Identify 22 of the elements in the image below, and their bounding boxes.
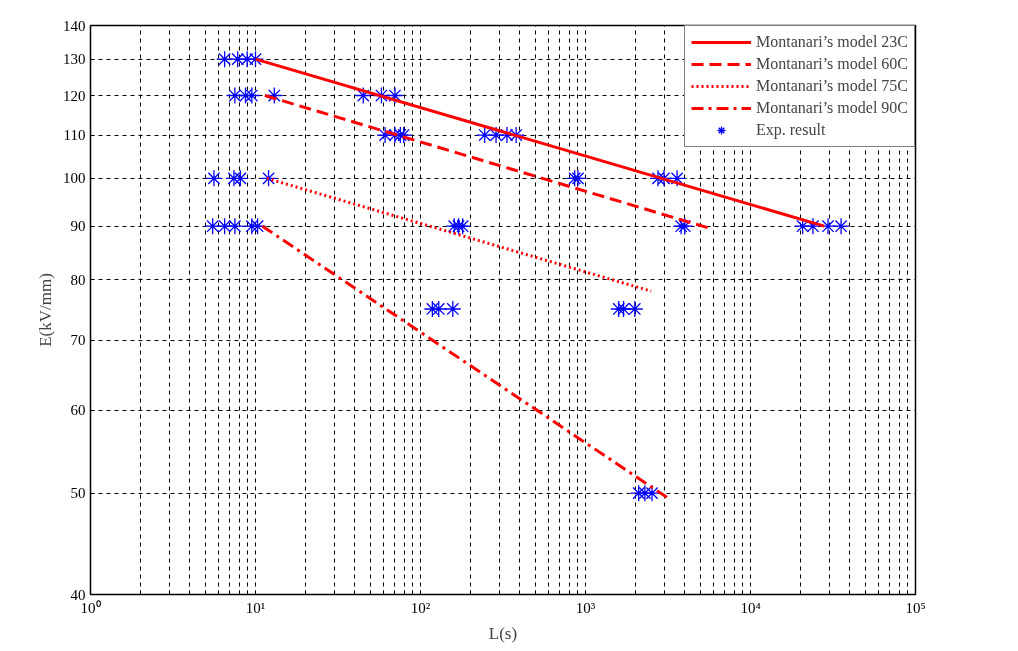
y-tick-label: 140 [63, 17, 86, 34]
y-tick-label: 130 [63, 51, 86, 68]
legend-label: Montanari’s model 23C [756, 33, 908, 51]
x-tick-label: 10² [410, 599, 431, 616]
x-tick-label: 10¹ [245, 599, 266, 616]
y-axis-title: E(kV/mm) [36, 273, 55, 347]
y-tick-label: 70 [70, 332, 86, 349]
legend-label: Exp. result [756, 121, 826, 139]
y-tick-label: 50 [70, 485, 86, 502]
x-tick-label: 10⁴ [740, 599, 761, 616]
legend-label: Montanari’s model 60C [756, 55, 908, 73]
x-tick-label: 10³ [575, 599, 596, 616]
y-tick-label: 120 [63, 87, 86, 104]
legend-label: Montanari’s model 90C [756, 99, 908, 117]
legend-label: Montanari’s model 75C [756, 77, 908, 95]
y-tick-label: 60 [70, 402, 86, 419]
y-tick-label: 100 [63, 170, 86, 187]
y-tick-label: 80 [70, 271, 86, 288]
y-tick-label: 90 [70, 218, 86, 235]
x-tick-label: 10⁵ [905, 599, 926, 616]
y-tick-label: 110 [63, 127, 86, 144]
x-axis-title: L(s) [488, 623, 518, 643]
